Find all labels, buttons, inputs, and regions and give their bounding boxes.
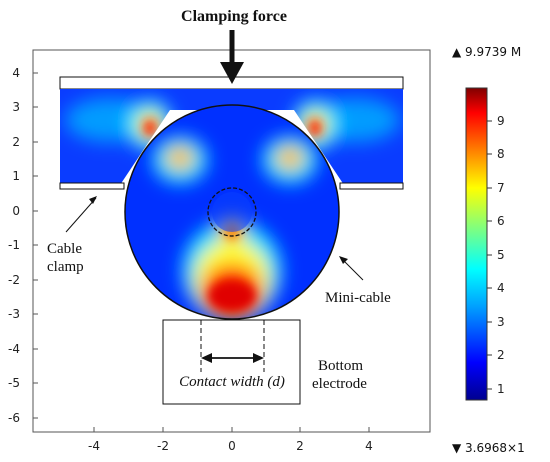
x-tick-label: -4	[88, 439, 100, 453]
mini-cable-pointer	[339, 256, 364, 281]
colorbar-tick-label: 3	[497, 315, 505, 329]
clamping-force-arrow	[220, 30, 244, 84]
y-tick-label: 4	[12, 66, 20, 80]
colorbar-min-label: ▼ 3.6968×1	[452, 441, 525, 455]
colorbar-tick-label: 8	[497, 147, 505, 161]
bottom-electrode-label-line1: Bottom	[318, 358, 363, 374]
y-tick-label: -3	[8, 307, 20, 321]
x-tick-label: 4	[365, 439, 373, 453]
contact-width-label: Contact width (d)	[179, 374, 285, 390]
y-tick-label: -6	[8, 411, 20, 425]
colorbar-ticks	[487, 120, 492, 390]
y-tick-label: 2	[12, 135, 20, 149]
clamping-force-label: Clamping force	[181, 8, 287, 25]
x-axis: -4 -2 0 2 4	[88, 427, 373, 453]
x-tick-label: 2	[296, 439, 304, 453]
colorbar-tick-label: 7	[497, 181, 505, 195]
mini-cable-label: Mini-cable	[325, 290, 391, 306]
cable-clamp-label-line1: Cable	[47, 241, 82, 257]
y-tick-label: -4	[8, 342, 20, 356]
bottom-electrode: Contact width (d)	[162, 319, 301, 405]
mini-cable	[124, 104, 340, 320]
colorbar-tick-label: 9	[497, 114, 505, 128]
y-tick-label: 0	[12, 204, 20, 218]
colorbar-tick-label: 1	[497, 382, 505, 396]
colorbar-gradient	[465, 87, 488, 401]
colorbar-tick-label: 6	[497, 214, 505, 228]
cable-clamp-label-line2: clamp	[47, 259, 84, 275]
y-tick-label: 1	[12, 169, 20, 183]
y-tick-label: -2	[8, 273, 20, 287]
bottom-electrode-label-line2: electrode	[312, 376, 367, 392]
x-tick-label: -2	[157, 439, 169, 453]
y-tick-label: -1	[8, 238, 20, 252]
colorbar-tick-label: 5	[497, 248, 505, 262]
y-axis: 4 3 2 1 0 -1 -2 -3 -4 -5 -6	[8, 66, 38, 425]
cable-clamp-pointer	[65, 196, 97, 233]
colorbar-max-label: ▲ 9.9739 M	[452, 45, 521, 59]
x-tick-label: 0	[228, 439, 236, 453]
colorbar-tick-label: 2	[497, 348, 505, 362]
y-tick-label: 3	[12, 100, 20, 114]
y-tick-label: -5	[8, 376, 20, 390]
colorbar: ▲ 9.9739 M 9 8 7 6 5 4 3 2 1 ▼ 3.6968×1	[452, 45, 525, 455]
colorbar-tick-label: 4	[497, 281, 505, 295]
